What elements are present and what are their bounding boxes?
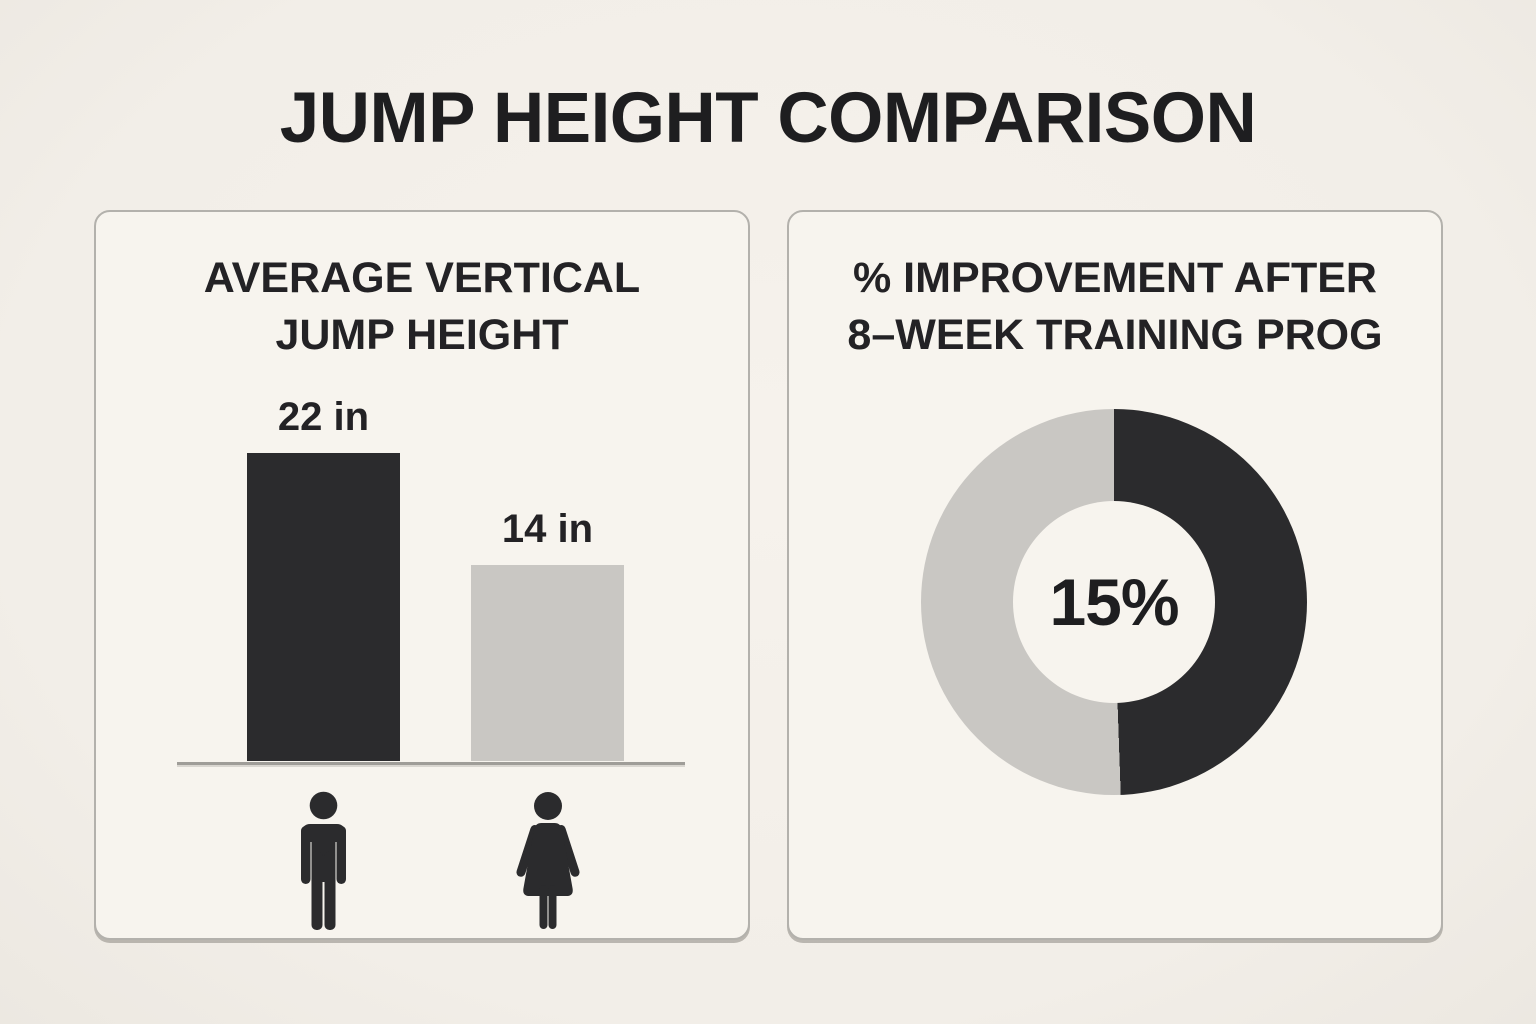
donut-chart-title: % IMPROVEMENT AFTER 8–WEEK TRAINING PROG bbox=[789, 250, 1441, 364]
donut-center-value: 15% bbox=[1049, 565, 1179, 639]
donut-chart-panel: % IMPROVEMENT AFTER 8–WEEK TRAINING PROG… bbox=[787, 210, 1443, 940]
chart-baseline bbox=[177, 762, 685, 765]
bar-chart-panel: AVERAGE VERTICAL JUMP HEIGHT 22 in 14 in bbox=[94, 210, 750, 940]
female-icon bbox=[513, 790, 583, 930]
bar-value-label-male: 22 in bbox=[277, 395, 370, 439]
bar-chart-title-line2: JUMP HEIGHT bbox=[275, 311, 569, 359]
donut-hole: 15% bbox=[1013, 501, 1215, 703]
bar-value-label-female: 14 in bbox=[501, 507, 594, 551]
bar-female bbox=[471, 565, 624, 761]
male-icon bbox=[297, 791, 350, 930]
donut-chart-title-line2: 8–WEEK TRAINING PROG bbox=[847, 311, 1383, 359]
bar-chart-title-line1: AVERAGE VERTICAL bbox=[203, 254, 641, 302]
bar-chart-title: AVERAGE VERTICAL JUMP HEIGHT bbox=[96, 250, 748, 364]
page-title: JUMP HEIGHT COMPARISON bbox=[279, 79, 1257, 158]
donut-chart-title-line1: % IMPROVEMENT AFTER bbox=[853, 254, 1377, 302]
bar-male bbox=[247, 453, 400, 761]
